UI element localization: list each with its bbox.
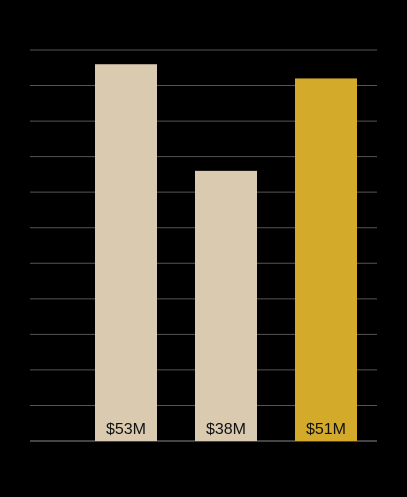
bar	[95, 64, 157, 441]
value-label: $53M	[106, 421, 146, 438]
value-label: $51M	[306, 421, 346, 438]
bar	[195, 170, 257, 441]
bar	[295, 78, 357, 441]
value-label: $38M	[206, 421, 246, 438]
